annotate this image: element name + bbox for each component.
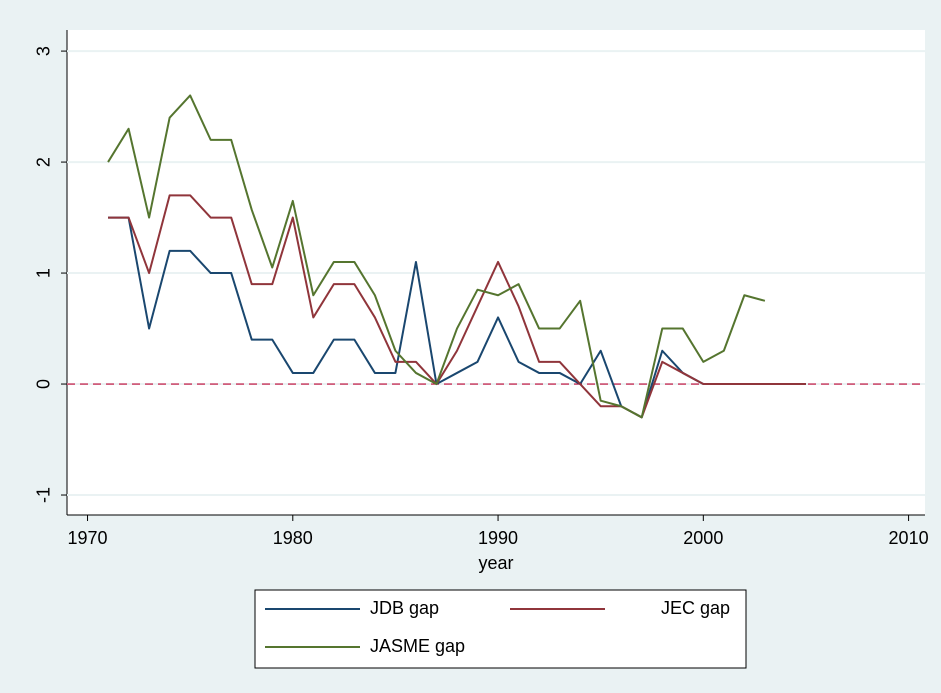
y-tick-label: 1 <box>34 268 54 278</box>
legend-label: JEC gap <box>661 598 730 618</box>
y-tick-label: -1 <box>34 487 54 503</box>
x-axis-label: year <box>478 553 513 573</box>
x-tick-label: 2000 <box>683 528 723 548</box>
x-tick-label: 1970 <box>68 528 108 548</box>
legend-label: JASME gap <box>370 636 465 656</box>
y-tick-label: 3 <box>34 46 54 56</box>
series-line <box>108 194 806 419</box>
series-line <box>107 94 766 419</box>
x-tick-label: 2010 <box>889 528 929 548</box>
x-tick-label: 1980 <box>273 528 313 548</box>
y-tick-label: 2 <box>34 157 54 167</box>
legend <box>254 589 747 669</box>
y-tick-label: 0 <box>34 379 54 389</box>
x-tick-label: 1990 <box>478 528 518 548</box>
legend-label: JDB gap <box>370 598 439 618</box>
